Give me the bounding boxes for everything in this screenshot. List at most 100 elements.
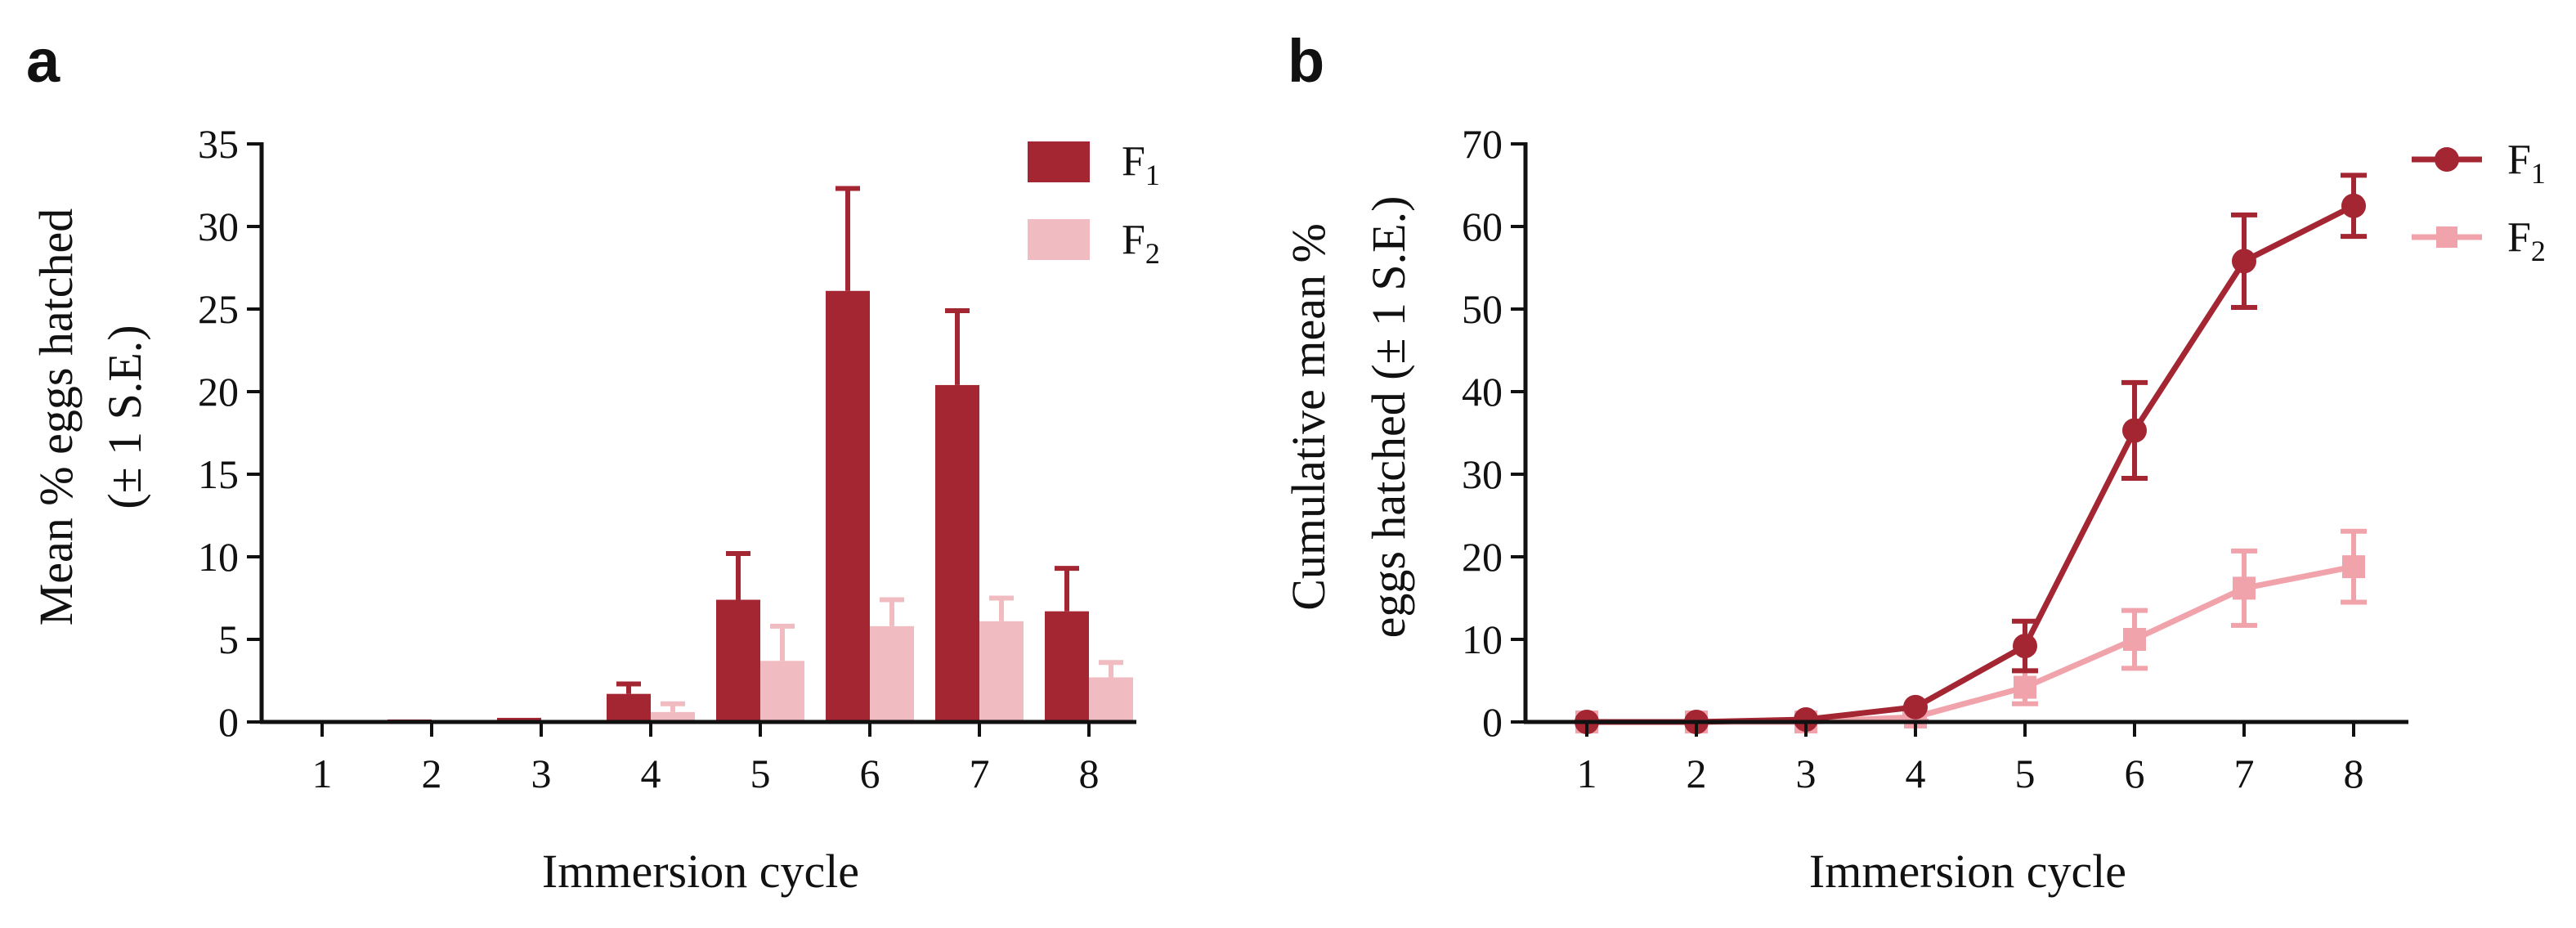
panel-a-bar-f1-cycle-6 [826,290,870,722]
panel-a-bar-f2-cycle-6 [870,625,914,722]
panel-a-y-ticks: 0 5 10 15 20 25 30 35 [198,121,262,745]
panel-a-legend-swatch-f2 [1028,219,1090,260]
panel-a-bar-f1-cycle-4 [607,693,651,722]
panel-b-legend: F1 F2 [2412,137,2546,267]
panel-b-series [1575,173,2367,734]
panel-b-point-f2-cycle-7 [2233,576,2256,600]
panel-b-y-axis-title-line1: Cumulative mean % [1282,223,1335,611]
panel-a-y-tick-label: 0 [218,699,239,745]
panel-a-y-tick-label: 10 [198,534,239,580]
panel-a-error-bar-f1-cycle-6 [836,186,860,291]
panel-b-legend-label-f2: F2 [2507,214,2546,267]
panel-a-x-tick-label: 3 [531,751,552,796]
panel-a-error-bar-f2-cycle-5 [770,623,795,661]
panel-b-x-tick-label: 5 [2015,751,2036,796]
panel-b-legend-item-f1: F1 [2412,137,2546,190]
panel-a-bar-f2-cycle-7 [979,621,1024,722]
panel-b: b Cumulative mean % eggs hatched (± 1 S.… [1282,27,2546,898]
panel-a: a Mean % eggs hatched (± 1 S.E.) 0510152… [26,27,1160,898]
panel-b-point-f1-cycle-4 [1903,694,1928,720]
panel-a-bar-f1-cycle-7 [935,384,979,722]
panel-a-error-bar-f1-cycle-8 [1055,566,1079,612]
panel-b-y-tick-label: 0 [1482,699,1503,745]
panel-a-legend-label-f2: F2 [1122,217,1160,270]
panel-a-legend-swatch-f1 [1028,141,1090,182]
panel-a-error-bar-f1-cycle-4 [616,681,641,694]
panel-a-series-f2 [651,595,1133,722]
panel-a-y-axis-title-line1: Mean % eggs hatched [29,208,83,626]
panel-b-y-tick-label: 70 [1462,121,1503,167]
panel-b-legend-item-f2: F2 [2412,214,2546,267]
panel-b-x-tick-label: 7 [2234,751,2255,796]
panel-a-bar-f1-cycle-8 [1045,611,1089,722]
panel-a-legend-label-f1: F1 [1122,138,1160,191]
panel-a-bar-f2-cycle-8 [1089,677,1133,722]
panel-a-x-axis-title: Immersion cycle [542,845,859,898]
panel-a-error-bar-f2-cycle-8 [1099,660,1123,678]
panel-a-x-tick-label: 4 [641,751,661,796]
panel-b-point-f1-cycle-3 [1794,706,1818,732]
panel-b-line-f1 [1587,203,2355,725]
panel-a-x-tick-label: 2 [422,751,442,796]
panel-b-x-tick-label: 2 [1687,751,1707,796]
panel-a-y-tick-label: 35 [198,121,239,167]
panel-b-y-tick-label: 20 [1462,534,1503,580]
panel-a-error-bar-f1-cycle-5 [726,550,750,600]
panel-a-bar-f2-cycle-5 [760,661,804,722]
panel-a-y-tick-label: 15 [198,451,239,497]
panel-b-point-f2-cycle-5 [2014,675,2036,699]
panel-b-legend-marker-f1 [2435,147,2459,172]
panel-a-y-tick-label: 30 [198,204,239,249]
panel-b-series-f1 [1575,173,2367,734]
panel-a-y-axis-title: Mean % eggs hatched (± 1 S.E.) [29,208,151,626]
panel-a-legend-item-f1: F1 [1028,138,1160,191]
panel-b-legend-marker-f2 [2436,226,2457,248]
panel-b-x-tick-label: 8 [2344,751,2364,796]
panel-b-x-axis-title: Immersion cycle [1809,845,2126,898]
panel-a-y-tick-label: 5 [218,616,239,662]
panel-a-bar-f1-cycle-5 [716,599,760,722]
panel-a-x-tick-label: 5 [750,751,771,796]
panel-a-letter: a [26,27,60,95]
panel-b-y-tick-label: 10 [1462,616,1503,662]
panel-b-y-tick-label: 60 [1462,204,1503,249]
panel-a-bar-f2-cycle-4 [651,711,695,722]
panel-a-bar-f1-cycle-3 [497,717,541,722]
panel-a-y-tick-label: 25 [198,286,239,332]
panel-b-letter: b [1288,27,1324,95]
panel-a-error-bar-f1-cycle-7 [945,308,970,385]
panel-b-y-axis-title: Cumulative mean % eggs hatched (± 1 S.E.… [1282,196,1415,639]
panel-b-y-tick-label: 30 [1462,451,1503,497]
panel-b-x-tick-label: 1 [1577,751,1597,796]
panel-b-legend-label-f1: F1 [2507,137,2546,190]
panel-a-x-ticks: 1 2 3 4 5 6 7 8 [312,722,1100,796]
panel-a-x-tick-label: 7 [970,751,990,796]
panel-b-point-f1-cycle-6 [2122,418,2147,443]
panel-a-error-bar-f2-cycle-4 [661,701,685,712]
panel-b-x-ticks: 1 2 3 4 5 6 7 8 [1577,722,2364,796]
panel-b-point-f1-cycle-7 [2232,249,2256,274]
panel-b-x-tick-label: 3 [1796,751,1817,796]
panel-a-bars [388,186,1133,722]
panel-b-point-f2-cycle-6 [2123,628,2146,651]
panel-a-x-tick-label: 1 [312,751,333,796]
panel-b-point-f1-cycle-8 [2341,193,2366,218]
panel-b-y-tick-label: 50 [1462,286,1503,332]
panel-a-error-bar-f2-cycle-7 [989,595,1014,621]
panel-b-y-ticks: 0 10 20 30 40 50 60 70 [1462,121,1525,745]
panel-a-y-tick-label: 20 [198,369,239,415]
panel-b-x-tick-label: 6 [2125,751,2145,796]
panel-b-point-f1-cycle-5 [2013,634,2037,659]
panel-b-y-tick-label: 40 [1462,369,1503,415]
panel-a-y-axis-title-line2: (± 1 S.E.) [98,325,151,509]
panel-b-y-axis-title-line2: eggs hatched (± 1 S.E.) [1362,196,1415,639]
panel-a-legend: F1 F2 [1028,138,1160,270]
panel-b-series-f2 [1575,528,2367,733]
panel-a-error-bar-f2-cycle-6 [880,597,904,626]
panel-b-x-tick-label: 4 [1906,751,1926,796]
panel-a-legend-item-f2: F2 [1028,217,1160,270]
panel-a-x-tick-label: 6 [860,751,880,796]
panel-a-series-f1 [388,186,1089,722]
panel-a-x-tick-label: 8 [1079,751,1100,796]
